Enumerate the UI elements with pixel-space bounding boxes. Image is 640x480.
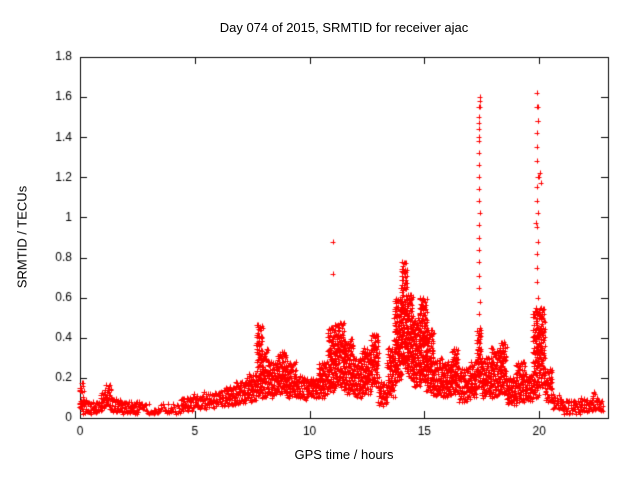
x-axis-label: GPS time / hours bbox=[294, 447, 394, 462]
y-axis-label: SRMTID / TECUs bbox=[14, 185, 30, 289]
chart-title: Day 074 of 2015, SRMTID for receiver aja… bbox=[219, 20, 469, 35]
